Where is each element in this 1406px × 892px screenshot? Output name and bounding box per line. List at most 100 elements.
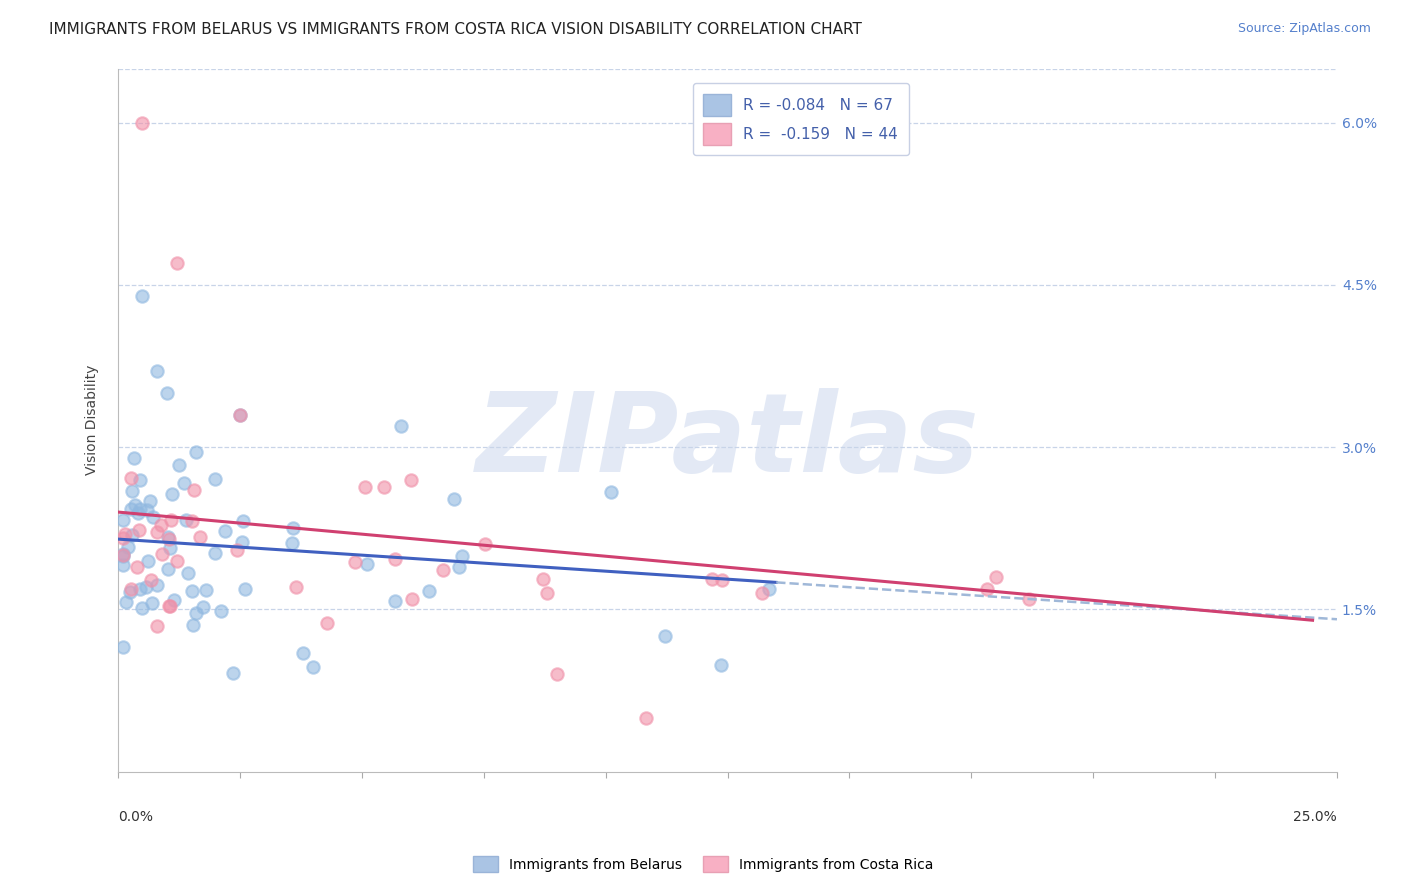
Point: [443, 491, 465, 506]
Point: [449, 560, 471, 574]
Point: [533, 572, 555, 586]
Point: [142, 509, 165, 524]
Point: [145, 619, 167, 633]
Point: [229, 408, 252, 422]
Point: [131, 115, 153, 129]
Point: [128, 502, 150, 516]
Point: [211, 604, 233, 618]
Point: [229, 408, 252, 422]
Point: [114, 595, 136, 609]
Point: [121, 483, 143, 498]
Point: [120, 471, 142, 485]
Point: [474, 537, 496, 551]
Point: [146, 578, 169, 592]
Point: [150, 547, 173, 561]
Point: [1018, 592, 1040, 607]
Point: [451, 549, 474, 564]
Point: [120, 502, 142, 516]
Point: [159, 599, 181, 613]
Point: [127, 506, 149, 520]
Point: [111, 531, 134, 545]
Point: [173, 476, 195, 491]
Point: [344, 555, 367, 569]
Point: [159, 541, 181, 556]
Point: [118, 584, 141, 599]
Point: [129, 582, 152, 596]
Point: [356, 558, 378, 572]
Point: [710, 657, 733, 672]
Legend: Immigrants from Belarus, Immigrants from Costa Rica: Immigrants from Belarus, Immigrants from…: [467, 851, 939, 878]
Point: [112, 547, 135, 561]
Point: [195, 582, 218, 597]
Point: [180, 514, 202, 528]
Point: [401, 592, 423, 607]
Point: [129, 473, 152, 487]
Point: [751, 586, 773, 600]
Point: [177, 566, 200, 580]
Point: [232, 514, 254, 528]
Point: [984, 570, 1007, 584]
Point: [111, 548, 134, 562]
Point: [184, 445, 207, 459]
Point: [157, 532, 180, 546]
Point: [128, 523, 150, 537]
Point: [163, 593, 186, 607]
Point: [292, 646, 315, 660]
Point: [384, 594, 406, 608]
Point: [139, 573, 162, 587]
Point: [181, 584, 204, 599]
Point: [183, 483, 205, 497]
Point: [111, 549, 134, 563]
Point: [174, 513, 197, 527]
Point: [191, 600, 214, 615]
Point: [634, 710, 657, 724]
Point: [160, 487, 183, 501]
Point: [136, 554, 159, 568]
Point: [136, 503, 159, 517]
Point: [536, 585, 558, 599]
Point: [235, 582, 257, 597]
Point: [121, 528, 143, 542]
Point: [315, 615, 337, 630]
Point: [157, 599, 180, 614]
Point: [700, 572, 723, 586]
Point: [204, 472, 226, 486]
Point: [166, 256, 188, 270]
Point: [157, 531, 180, 545]
Point: [125, 560, 148, 574]
Point: [160, 513, 183, 527]
Point: [204, 546, 226, 560]
Point: [654, 629, 676, 643]
Point: [711, 573, 734, 587]
Point: [283, 521, 305, 535]
Text: 0.0%: 0.0%: [118, 810, 153, 824]
Point: [146, 364, 169, 378]
Point: [280, 536, 302, 550]
Text: IMMIGRANTS FROM BELARUS VS IMMIGRANTS FROM COSTA RICA VISION DISABILITY CORRELAT: IMMIGRANTS FROM BELARUS VS IMMIGRANTS FR…: [49, 22, 862, 37]
Point: [418, 584, 440, 599]
Point: [150, 517, 173, 532]
Point: [599, 485, 621, 500]
Legend: R = -0.084   N = 67, R =  -0.159   N = 44: R = -0.084 N = 67, R = -0.159 N = 44: [693, 83, 908, 155]
Point: [124, 451, 146, 466]
Point: [111, 558, 134, 573]
Point: [302, 660, 325, 674]
Text: ZIPatlas: ZIPatlas: [475, 388, 980, 495]
Point: [384, 551, 406, 566]
Point: [976, 582, 998, 596]
Point: [214, 524, 236, 539]
Point: [114, 526, 136, 541]
Text: Source: ZipAtlas.com: Source: ZipAtlas.com: [1237, 22, 1371, 36]
Point: [354, 479, 377, 493]
Point: [181, 617, 204, 632]
Point: [188, 530, 211, 544]
Point: [285, 580, 308, 594]
Point: [124, 498, 146, 512]
Point: [169, 458, 191, 472]
Point: [145, 525, 167, 540]
Point: [226, 542, 249, 557]
Point: [135, 580, 157, 594]
Point: [758, 582, 780, 596]
Point: [111, 513, 134, 527]
Point: [389, 418, 412, 433]
